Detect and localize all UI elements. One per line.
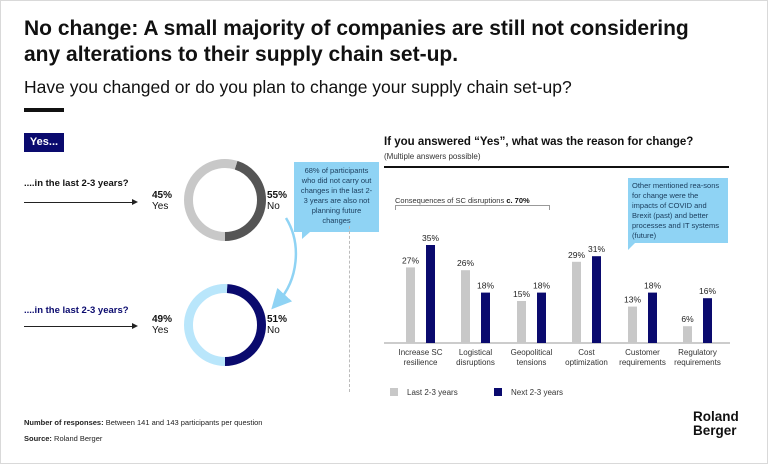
row-arrow-future <box>24 323 138 329</box>
donut-future-no-label: 51% No <box>267 314 288 336</box>
title-rule <box>24 108 64 112</box>
connector-arrow <box>271 217 298 310</box>
legend-next-swatch <box>494 388 502 396</box>
legend-next: Next 2-3 years <box>494 388 563 397</box>
callout-right: Other mentioned rea-sons for change were… <box>628 178 728 250</box>
page-title: No change: A small majority of companies… <box>24 17 689 66</box>
donut-past-slice-no <box>184 159 266 241</box>
question-note: (Multiple answers possible) <box>384 152 481 161</box>
row-label-past: ....in the last 2-3 years? <box>24 178 129 189</box>
footer-responses: Number of responses: Between 141 and 143… <box>24 418 263 427</box>
roland-berger-logo: Roland Berger <box>693 409 739 438</box>
question-heading: If you answered “Yes”, what was the reas… <box>384 136 694 148</box>
donut-past-yes-label: 45% Yes <box>152 190 173 212</box>
donut-future-yes-label: 49% Yes <box>152 314 173 336</box>
donut-past-no-label: 55% No <box>267 190 288 212</box>
question-rule <box>384 166 729 168</box>
yes-badge: Yes... <box>24 133 64 152</box>
legend-last: Last 2-3 years <box>390 388 458 397</box>
sc-disruptions-bracket <box>395 205 550 210</box>
sc-disruptions-label: Consequences of SC disruptions c. 70% <box>395 196 530 205</box>
vertical-divider <box>349 226 350 392</box>
footer-source: Source: Roland Berger <box>24 434 103 443</box>
row-label-future: ....in the last 2-3 years? <box>24 305 129 316</box>
legend-last-swatch <box>390 388 398 396</box>
row-arrow-past <box>24 199 138 205</box>
page-subtitle: Have you changed or do you plan to chang… <box>24 77 572 97</box>
callout-left: 68% of participants who did not carry ou… <box>294 162 379 239</box>
donut-future-slice-no <box>184 284 266 366</box>
